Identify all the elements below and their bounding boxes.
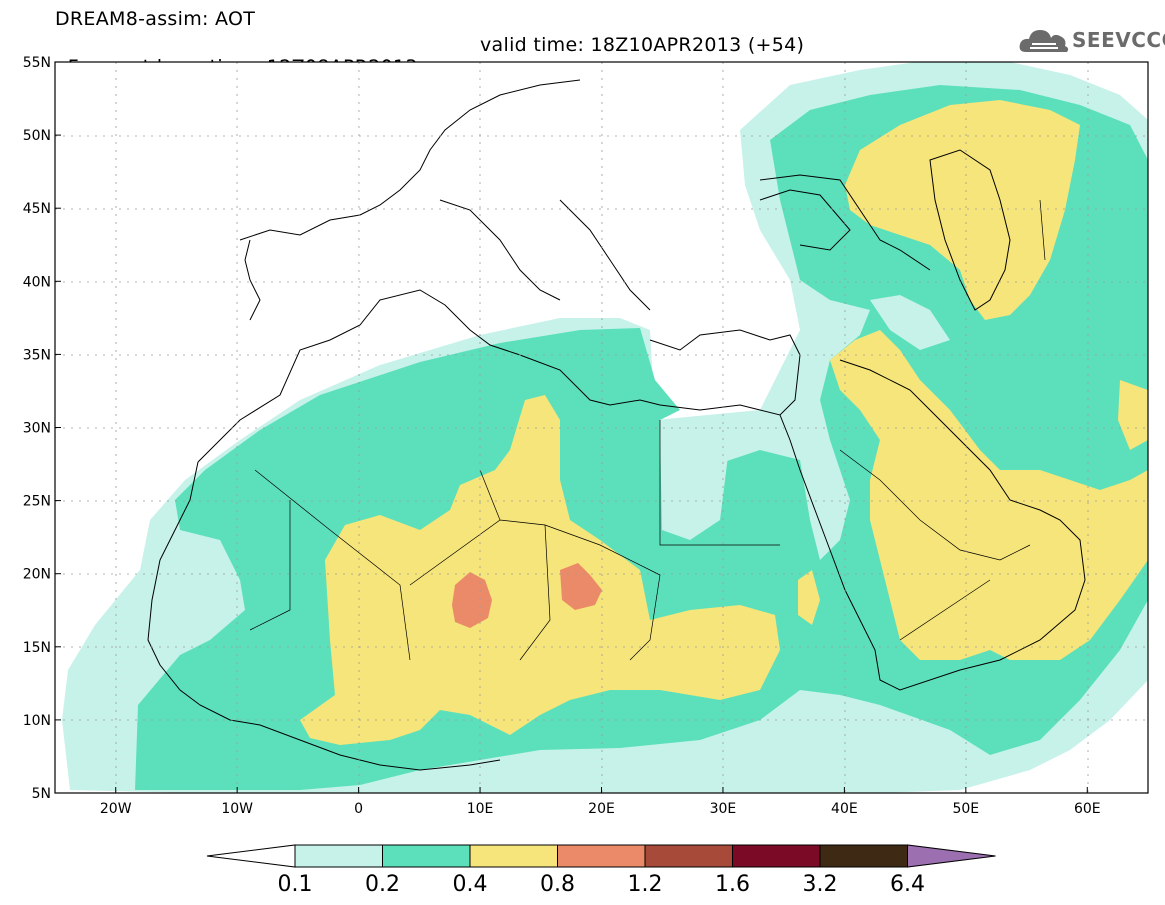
aot-level-0.4-east (830, 330, 1148, 660)
colorbar-swatch (294, 844, 383, 868)
longitude-labels: 20W 10W 0 10E 20E 30E 40E 50E 60E (100, 787, 1101, 817)
latitude-labels: 5N 10N 15N 20N 25N 30N 35N 40N 45N 50N 55N (23, 55, 61, 802)
cloud-icon (1019, 30, 1069, 52)
seevccc-logo: SEEVCCC (1018, 22, 1165, 58)
colorbar-swatch (382, 844, 471, 868)
colorbar-label: 1.6 (715, 872, 750, 897)
colorbar: 0.1 0.2 0.4 0.8 1.2 1.6 3.2 6.4 (206, 844, 996, 897)
lat-label: 10N (23, 713, 51, 729)
lat-label: 20N (23, 567, 51, 583)
gridlines (55, 62, 1148, 793)
lat-label: 45N (23, 201, 51, 217)
coastlines (147, 79, 1086, 771)
colorbar-low-arrow (206, 844, 296, 868)
aot-level-0.8-b (560, 563, 602, 610)
lon-label: 20W (100, 801, 132, 817)
lon-label: 30E (710, 801, 737, 817)
colorbar-swatch (732, 844, 821, 868)
aot-field (62, 62, 1148, 793)
lat-label: 40N (23, 274, 51, 290)
aot-level-0.4-caspian (845, 100, 1080, 320)
lat-label: 30N (23, 421, 51, 437)
colorbar-label: 6.4 (890, 872, 925, 897)
lat-label: 50N (23, 128, 51, 144)
lon-label: 20E (588, 801, 615, 817)
colorbar-high-arrow (907, 844, 996, 868)
colorbar-label: 1.2 (628, 872, 663, 897)
lat-label: 5N (32, 786, 51, 802)
colorbar-label: 0.2 (365, 872, 400, 897)
lon-label: 60E (1074, 801, 1101, 817)
colorbar-swatch (819, 844, 908, 868)
aot-level-0.8 (452, 572, 492, 628)
lon-label: 10E (467, 801, 494, 817)
lat-label: 25N (23, 494, 51, 510)
colorbar-swatch (644, 844, 733, 868)
colorbar-label: 0.1 (278, 872, 313, 897)
colorbar-label: 0.4 (453, 872, 488, 897)
aot-level-0.4 (300, 395, 780, 745)
logo-text: SEEVCCC (1072, 28, 1165, 52)
aot-level-0.4-east-bay (1118, 380, 1148, 450)
aot-patch-low-2 (870, 295, 950, 350)
colorbar-swatch (469, 844, 558, 868)
lon-label: 10W (221, 801, 253, 817)
colorbar-label: 3.2 (803, 872, 838, 897)
colorbar-label: 0.8 (540, 872, 575, 897)
map-title: DREAM8-assim: AOT (55, 8, 256, 30)
lat-label: 55N (23, 55, 51, 71)
lon-label: 0 (354, 801, 363, 817)
aot-level-0.4-redsea (798, 570, 820, 625)
colorbar-swatch (557, 844, 646, 868)
lon-label: 50E (952, 801, 979, 817)
borders (249, 199, 1046, 661)
lat-label: 35N (23, 347, 51, 363)
aot-patch-low (660, 420, 730, 540)
valid-time: valid time: 18Z10APR2013 (+54) (480, 34, 805, 56)
lon-label: 40E (831, 801, 858, 817)
lat-label: 15N (23, 640, 51, 656)
